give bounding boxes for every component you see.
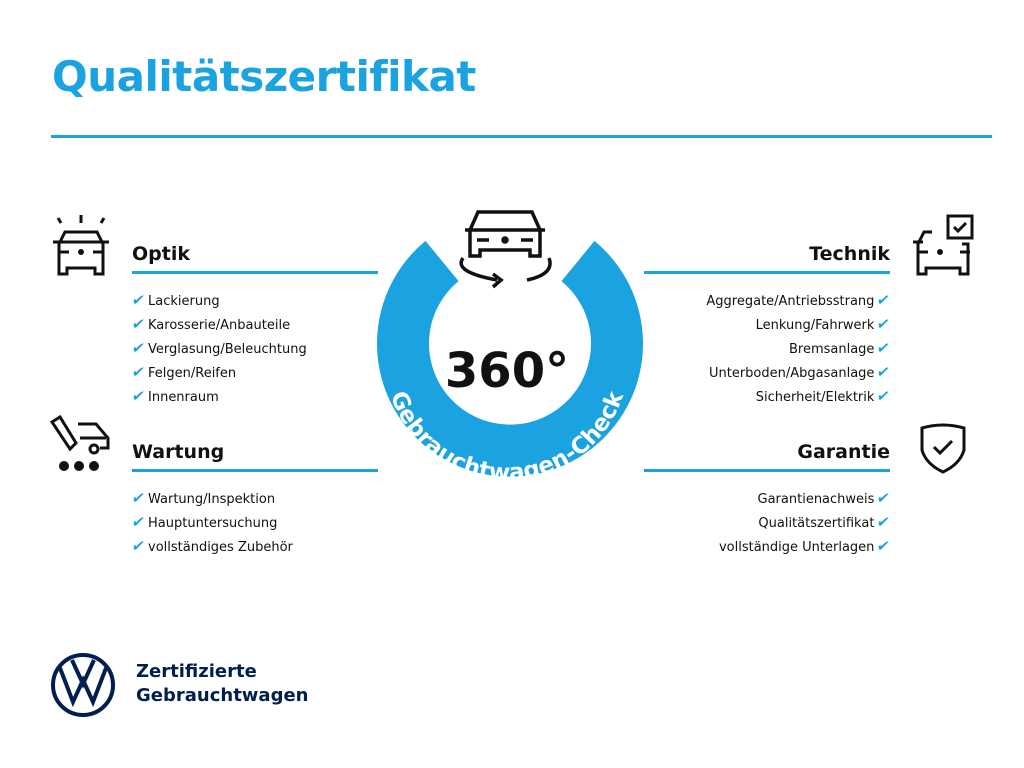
list-item: Sicherheit/Elektrik✔ <box>644 384 892 408</box>
item-list: Garantienachweis✔ Qualitätszertifikat✔ v… <box>644 486 892 558</box>
section-divider <box>132 271 378 274</box>
car-check-icon <box>913 214 974 276</box>
degree-label: 360° <box>445 343 569 399</box>
list-item: ✔ Karosserie/Anbauteile <box>130 312 378 336</box>
list-item: ✔ Wartung/Inspektion <box>130 486 378 510</box>
section-title: Garantie <box>797 441 890 463</box>
section-divider <box>644 469 890 472</box>
check-icon: ✔ <box>875 537 892 555</box>
item-list: ✔ Lackierung ✔ Karosserie/Anbauteile ✔ Verg… <box>130 288 378 408</box>
check-icon: ✔ <box>875 291 892 309</box>
title-divider <box>51 135 992 138</box>
check-icon: ✔ <box>875 339 892 357</box>
list-item: vollständige Unterlagen✔ <box>644 534 892 558</box>
page-title: Qualitätszertifikat <box>52 52 476 101</box>
brand-line-2: Gebrauchtwagen <box>136 685 309 706</box>
section-technik: Technik Aggregate/Antriebsstrang✔ Lenkun… <box>644 243 892 408</box>
brand-text: Zertifizierte Gebrauchtwagen <box>136 660 308 708</box>
section-title: Technik <box>809 243 890 265</box>
section-divider <box>132 469 378 472</box>
vw-logo <box>51 653 115 717</box>
list-item: ✔ vollständiges Zubehör <box>130 534 378 558</box>
check-icon: ✔ <box>875 363 892 381</box>
list-item: Lenkung/Fahrwerk✔ <box>644 312 892 336</box>
brand-line-1: Zertifizierte <box>136 661 257 682</box>
car-light-icon <box>53 215 109 276</box>
check-icon: ✔ <box>875 387 892 405</box>
check-icon: ✔ <box>875 489 892 507</box>
section-title: Wartung <box>132 441 225 463</box>
list-item: ✔ Innenraum <box>130 384 378 408</box>
list-item: ✔ Verglasung/Beleuchtung <box>130 336 378 360</box>
service-tools-icon <box>49 414 110 471</box>
section-garantie: Garantie Garantienachweis✔ Qualitätszert… <box>644 441 892 558</box>
list-item: Aggregate/Antriebsstrang✔ <box>644 288 892 312</box>
list-item: ✔ Hauptuntersuchung <box>130 510 378 534</box>
list-item: Bremsanlage✔ <box>644 336 892 360</box>
section-title: Optik <box>132 243 190 265</box>
section-wartung: Wartung ✔ Wartung/Inspektion ✔ Hauptunters… <box>130 441 378 558</box>
item-list: Aggregate/Antriebsstrang✔ Lenkung/Fahrwe… <box>644 288 892 408</box>
check-icon: ✔ <box>875 315 892 333</box>
section-divider <box>644 271 890 274</box>
section-optik: Optik ✔ Lackierung ✔ Karosserie/Anbauteile… <box>130 243 378 408</box>
car-rotate-icon <box>459 210 552 289</box>
check-icon: ✔ <box>875 513 892 531</box>
list-item: Unterboden/Abgasanlage✔ <box>644 360 892 384</box>
check-ring: Gebrauchtwagen-Check 360° <box>377 210 643 486</box>
item-list: ✔ Wartung/Inspektion ✔ Hauptuntersuchung ✔… <box>130 486 378 558</box>
list-item: Garantienachweis✔ <box>644 486 892 510</box>
list-item: ✔ Felgen/Reifen <box>130 360 378 384</box>
list-item: ✔ Lackierung <box>130 288 378 312</box>
shield-check-icon <box>920 423 966 474</box>
list-item: Qualitätszertifikat✔ <box>644 510 892 534</box>
ring-arc <box>377 240 643 477</box>
